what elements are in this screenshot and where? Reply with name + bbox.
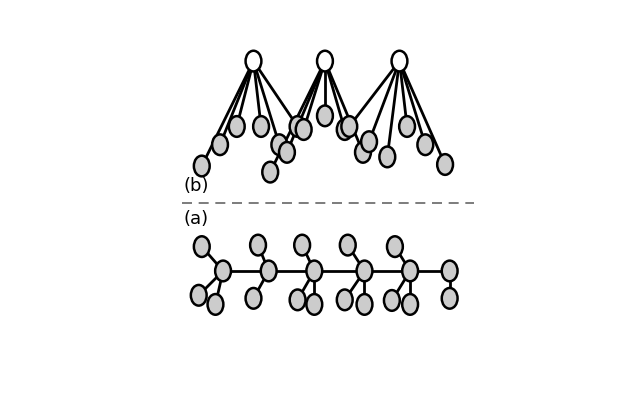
Ellipse shape bbox=[402, 261, 418, 281]
Ellipse shape bbox=[337, 119, 353, 140]
Text: (b): (b) bbox=[184, 177, 209, 195]
Ellipse shape bbox=[356, 261, 372, 281]
Ellipse shape bbox=[253, 116, 269, 137]
Ellipse shape bbox=[290, 116, 305, 137]
Ellipse shape bbox=[317, 105, 333, 126]
Ellipse shape bbox=[250, 235, 266, 256]
Ellipse shape bbox=[194, 236, 210, 257]
Ellipse shape bbox=[290, 290, 305, 310]
Ellipse shape bbox=[271, 134, 287, 155]
Ellipse shape bbox=[402, 294, 418, 315]
Ellipse shape bbox=[212, 134, 228, 155]
Ellipse shape bbox=[361, 132, 377, 152]
Ellipse shape bbox=[260, 261, 276, 281]
Ellipse shape bbox=[384, 290, 400, 311]
Ellipse shape bbox=[356, 294, 372, 315]
Ellipse shape bbox=[246, 51, 261, 71]
Ellipse shape bbox=[215, 261, 231, 281]
Ellipse shape bbox=[191, 285, 207, 306]
Ellipse shape bbox=[246, 288, 261, 308]
Ellipse shape bbox=[380, 147, 396, 167]
Ellipse shape bbox=[340, 235, 356, 256]
Ellipse shape bbox=[442, 261, 458, 281]
Ellipse shape bbox=[296, 119, 312, 140]
Ellipse shape bbox=[392, 51, 408, 71]
Ellipse shape bbox=[337, 290, 353, 310]
Ellipse shape bbox=[399, 116, 415, 137]
Ellipse shape bbox=[307, 261, 322, 281]
Ellipse shape bbox=[442, 288, 458, 308]
Ellipse shape bbox=[194, 156, 210, 176]
Ellipse shape bbox=[387, 236, 403, 257]
Ellipse shape bbox=[417, 134, 433, 155]
Ellipse shape bbox=[341, 116, 357, 137]
Ellipse shape bbox=[229, 116, 244, 137]
Ellipse shape bbox=[207, 294, 223, 315]
Ellipse shape bbox=[262, 162, 278, 182]
Ellipse shape bbox=[317, 51, 333, 71]
Ellipse shape bbox=[437, 154, 453, 175]
Ellipse shape bbox=[279, 142, 295, 163]
Ellipse shape bbox=[355, 142, 371, 163]
Ellipse shape bbox=[307, 294, 322, 315]
Text: (a): (a) bbox=[184, 210, 209, 228]
Ellipse shape bbox=[294, 235, 310, 256]
